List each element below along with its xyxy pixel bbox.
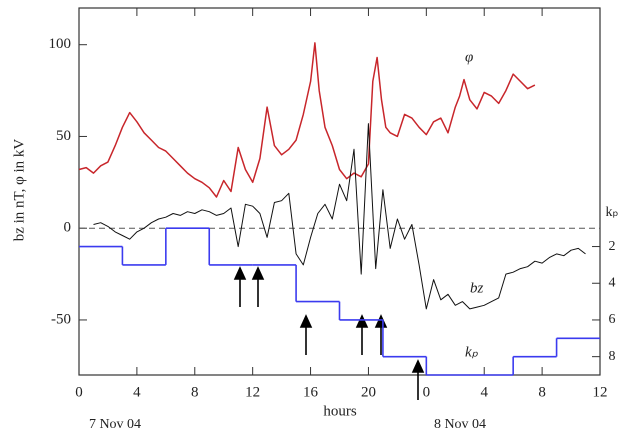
x-tick-label: 0 [75, 384, 83, 400]
series-label: kₚ [465, 344, 479, 360]
y2-axis-title: kₚ [606, 205, 619, 220]
arrow-head [299, 314, 313, 328]
series-line [78, 42, 536, 198]
y-tick-label: 0 [64, 220, 72, 236]
arrow-head [374, 314, 388, 328]
plot-frame [78, 7, 601, 376]
x-tick-label: 8 [538, 384, 546, 400]
x-tick-label: 4 [133, 384, 141, 400]
y-axis-title: bz in nT, φ in kV [11, 139, 27, 242]
date-annotation: 7 Nov 04 [89, 417, 141, 432]
arrow-head [411, 359, 425, 373]
x-tick-label: 20 [361, 384, 376, 400]
y2-tick-label: 8 [609, 349, 616, 364]
y2-tick-label: 6 [609, 312, 616, 327]
y-tick-label: -50 [51, 311, 71, 327]
y-tick-label: 50 [56, 128, 71, 144]
date-annotation: 8 Nov 04 [434, 417, 486, 432]
x-tick-label: 4 [480, 384, 488, 400]
series-line [93, 123, 586, 310]
arrows [233, 266, 425, 400]
y2-tick-label: 4 [609, 275, 616, 290]
y2-tick-label: 2 [609, 239, 616, 254]
arrow-head [355, 314, 369, 328]
series-label: bz [470, 280, 484, 296]
arrow-head [233, 266, 247, 280]
x-tick-label: 16 [303, 384, 319, 400]
x-tick-label: 12 [593, 384, 608, 400]
arrow-head [251, 266, 265, 280]
y-tick-label: 100 [49, 36, 72, 52]
x-axis-title: hours [323, 403, 356, 419]
x-tick-label: 12 [245, 384, 260, 400]
series-label: φ [465, 49, 473, 65]
x-tick-label: 0 [423, 384, 431, 400]
x-tick-label: 8 [191, 384, 199, 400]
